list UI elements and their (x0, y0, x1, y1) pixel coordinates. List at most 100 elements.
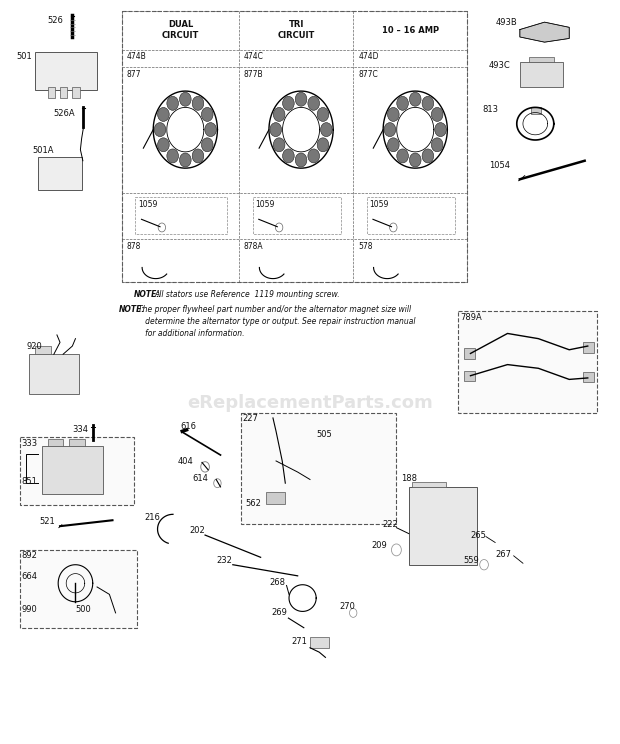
Bar (42, 446, 104, 494)
Circle shape (317, 138, 329, 152)
Circle shape (422, 149, 433, 163)
Text: 813: 813 (483, 105, 499, 114)
Bar (265, 492, 285, 504)
Bar (48, 86, 55, 97)
Text: 789A: 789A (460, 312, 482, 321)
Text: 333: 333 (22, 439, 38, 448)
Circle shape (180, 153, 191, 167)
Text: 920: 920 (26, 342, 42, 351)
Circle shape (432, 138, 443, 152)
Bar (35, 52, 97, 90)
Text: 500: 500 (76, 606, 91, 615)
Text: 404: 404 (177, 458, 193, 466)
Circle shape (154, 123, 166, 137)
Text: 501: 501 (17, 52, 33, 61)
Circle shape (384, 123, 396, 137)
Text: NOTE:: NOTE: (134, 290, 161, 300)
Text: 1059: 1059 (255, 200, 275, 209)
Text: 334: 334 (73, 426, 89, 434)
Text: 559: 559 (463, 556, 479, 565)
Bar (241, 413, 396, 524)
Text: 892: 892 (22, 551, 38, 560)
Bar (20, 437, 134, 505)
Circle shape (180, 92, 191, 106)
Circle shape (317, 107, 329, 121)
Text: 267: 267 (495, 550, 511, 559)
Circle shape (388, 107, 399, 121)
Text: 270: 270 (340, 602, 355, 611)
Circle shape (435, 123, 446, 137)
Text: 526: 526 (48, 16, 64, 25)
Bar (73, 86, 80, 97)
Bar (122, 11, 467, 281)
Text: 851: 851 (22, 477, 38, 487)
Bar (529, 57, 554, 62)
Text: 10 – 16 AMP: 10 – 16 AMP (382, 26, 439, 35)
Text: 209: 209 (372, 541, 388, 550)
Text: 877C: 877C (358, 70, 378, 79)
Text: 664: 664 (22, 572, 38, 581)
Circle shape (388, 138, 399, 152)
Circle shape (192, 97, 204, 110)
Text: 232: 232 (216, 556, 232, 565)
Text: eReplacementParts.com: eReplacementParts.com (187, 394, 433, 412)
Bar (520, 62, 563, 86)
Text: 493B: 493B (495, 18, 517, 27)
Text: NOTE:: NOTE: (118, 305, 145, 314)
Text: 222: 222 (383, 520, 399, 529)
Text: 1059: 1059 (138, 200, 157, 209)
Text: 474C: 474C (244, 52, 264, 61)
Bar (409, 487, 477, 565)
Text: 990: 990 (22, 606, 37, 615)
Text: 877: 877 (126, 70, 141, 79)
Text: 271: 271 (291, 638, 308, 647)
Bar (464, 371, 476, 381)
Circle shape (167, 149, 179, 163)
Text: 474B: 474B (126, 52, 146, 61)
Circle shape (409, 92, 421, 106)
Text: 877B: 877B (244, 70, 264, 79)
Bar (69, 439, 85, 446)
Circle shape (202, 138, 213, 152)
Bar (29, 354, 79, 394)
Circle shape (295, 153, 307, 167)
Text: 526A: 526A (54, 109, 76, 118)
Bar (35, 346, 51, 354)
Bar (583, 342, 594, 353)
Bar (531, 107, 541, 114)
Text: 505: 505 (316, 430, 332, 439)
Circle shape (270, 123, 281, 137)
Bar (310, 638, 329, 648)
Text: 501A: 501A (32, 146, 54, 155)
Text: 614: 614 (193, 474, 208, 484)
Bar (135, 197, 227, 234)
Text: 202: 202 (190, 526, 205, 535)
Text: 521: 521 (40, 516, 55, 525)
Circle shape (295, 92, 307, 106)
Circle shape (273, 107, 285, 121)
Text: The proper flywheel part number and/or the alternator magnet size will
   determ: The proper flywheel part number and/or t… (138, 305, 416, 338)
Text: 562: 562 (245, 499, 261, 508)
Bar (367, 197, 455, 234)
Text: 493C: 493C (489, 61, 511, 70)
Circle shape (205, 123, 216, 137)
Text: 188: 188 (401, 474, 417, 484)
Text: 878A: 878A (244, 242, 264, 251)
Circle shape (283, 97, 294, 110)
Text: 269: 269 (272, 608, 288, 617)
Circle shape (422, 97, 433, 110)
Circle shape (192, 149, 204, 163)
Bar (20, 550, 137, 628)
Text: All stators use Reference  1119 mounting screw.: All stators use Reference 1119 mounting … (154, 290, 340, 300)
Bar (583, 372, 594, 382)
Text: 1054: 1054 (489, 161, 510, 170)
Bar (458, 311, 597, 413)
Text: 616: 616 (180, 423, 197, 432)
Circle shape (397, 97, 409, 110)
Circle shape (397, 149, 409, 163)
Bar (464, 348, 476, 359)
Circle shape (283, 149, 294, 163)
Circle shape (308, 149, 319, 163)
Text: TRI
CIRCUIT: TRI CIRCUIT (277, 20, 315, 40)
Bar (60, 86, 68, 97)
